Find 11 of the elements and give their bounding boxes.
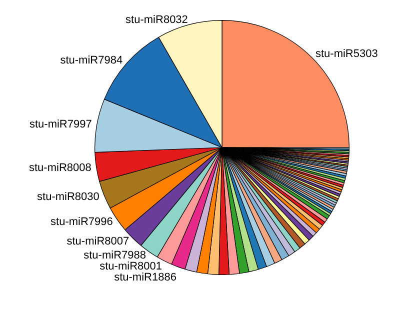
slice-label: stu-miR8007 — [66, 236, 130, 248]
slice-label: stu-miR8030 — [37, 190, 100, 203]
slice-label: stu-miR1886 — [114, 272, 176, 284]
slice-label: stu-miR8001 — [100, 260, 162, 273]
slice-label: stu-miR7996 — [50, 216, 113, 228]
slice-label: stu-miR5303 — [315, 48, 378, 60]
slice-label: stu-miR8032 — [126, 14, 188, 26]
slice-label: stu-miR7997 — [29, 118, 92, 130]
slice-label: stu-miR8008 — [29, 162, 92, 174]
slice-label: stu-miR7984 — [60, 54, 123, 66]
slice-label: stu-miR7988 — [84, 250, 146, 262]
